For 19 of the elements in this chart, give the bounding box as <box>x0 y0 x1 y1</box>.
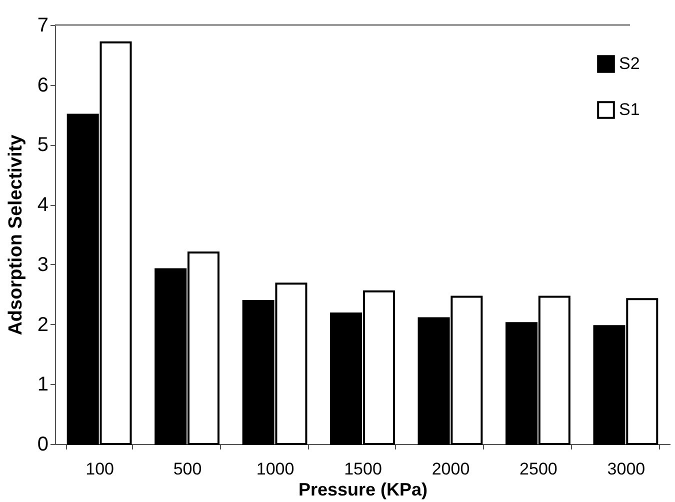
y-tick-label: 4 <box>37 194 48 216</box>
y-tick-label: 3 <box>37 254 48 276</box>
x-tick-label: 500 <box>173 460 202 478</box>
y-tick-label: 6 <box>37 74 48 96</box>
y-tick-label: 2 <box>37 314 48 336</box>
x-tick-label: 2500 <box>520 460 558 478</box>
y-tick-label: 5 <box>37 134 48 156</box>
y-tick-label: 7 <box>37 14 48 36</box>
y-tick-label: 0 <box>37 434 48 456</box>
y-axis-title: Adsorption Selectivity <box>5 134 26 336</box>
x-tick-label: 1500 <box>344 460 382 478</box>
x-axis-title: Pressure (KPa) <box>298 480 428 500</box>
x-tick-label: 100 <box>86 460 114 478</box>
x-tick-label: 2000 <box>432 460 470 478</box>
y-tick-label: 1 <box>37 374 48 396</box>
legend-label: S1 <box>619 100 640 119</box>
legend-label: S2 <box>619 54 640 73</box>
x-tick-label: 3000 <box>607 460 646 478</box>
x-tick-label: 1000 <box>256 460 294 478</box>
